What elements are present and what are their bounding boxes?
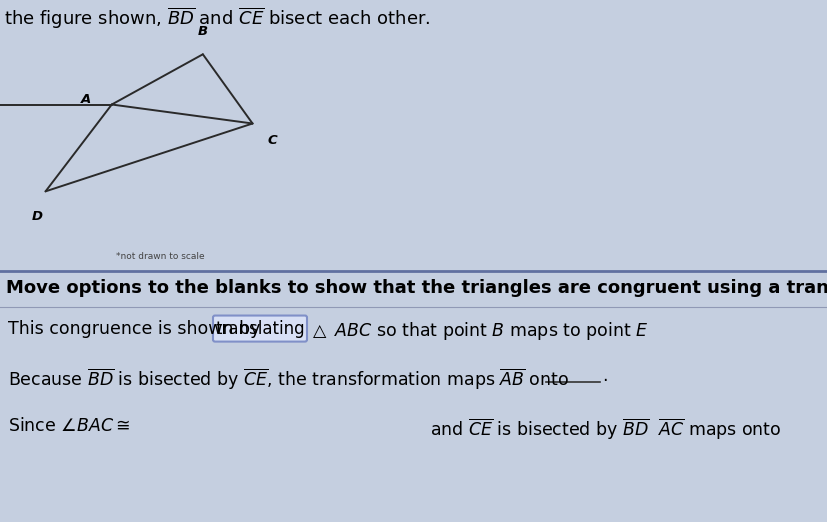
- Text: C: C: [267, 134, 277, 147]
- Text: A: A: [81, 92, 91, 105]
- Text: translating: translating: [215, 319, 304, 338]
- Text: *not drawn to scale: *not drawn to scale: [116, 252, 204, 260]
- Text: .: .: [601, 366, 607, 385]
- Text: and $\overline{CE}$ is bisected by $\overline{BD}$  $\overline{AC}$ maps onto: and $\overline{CE}$ is bisected by $\ove…: [429, 417, 781, 442]
- Text: the figure shown, $\overline{BD}$ and $\overline{CE}$ bisect each other.: the figure shown, $\overline{BD}$ and $\…: [4, 5, 430, 31]
- Text: D: D: [31, 210, 43, 223]
- Text: B: B: [198, 25, 208, 38]
- Text: This congruence is shown by: This congruence is shown by: [8, 319, 260, 338]
- Text: Since $\angle BAC \cong$: Since $\angle BAC \cong$: [8, 417, 130, 435]
- Text: $\triangle$ $\it{ABC}$ so that point $\it{B}$ maps to point $\it{E}$: $\triangle$ $\it{ABC}$ so that point $\i…: [308, 319, 648, 341]
- Text: Move options to the blanks to show that the triangles are congruent using a tran: Move options to the blanks to show that …: [6, 279, 827, 298]
- FancyBboxPatch shape: [213, 315, 307, 341]
- Text: Because $\overline{BD}$ is bisected by $\overline{CE}$, the transformation maps : Because $\overline{BD}$ is bisected by $…: [8, 366, 568, 392]
